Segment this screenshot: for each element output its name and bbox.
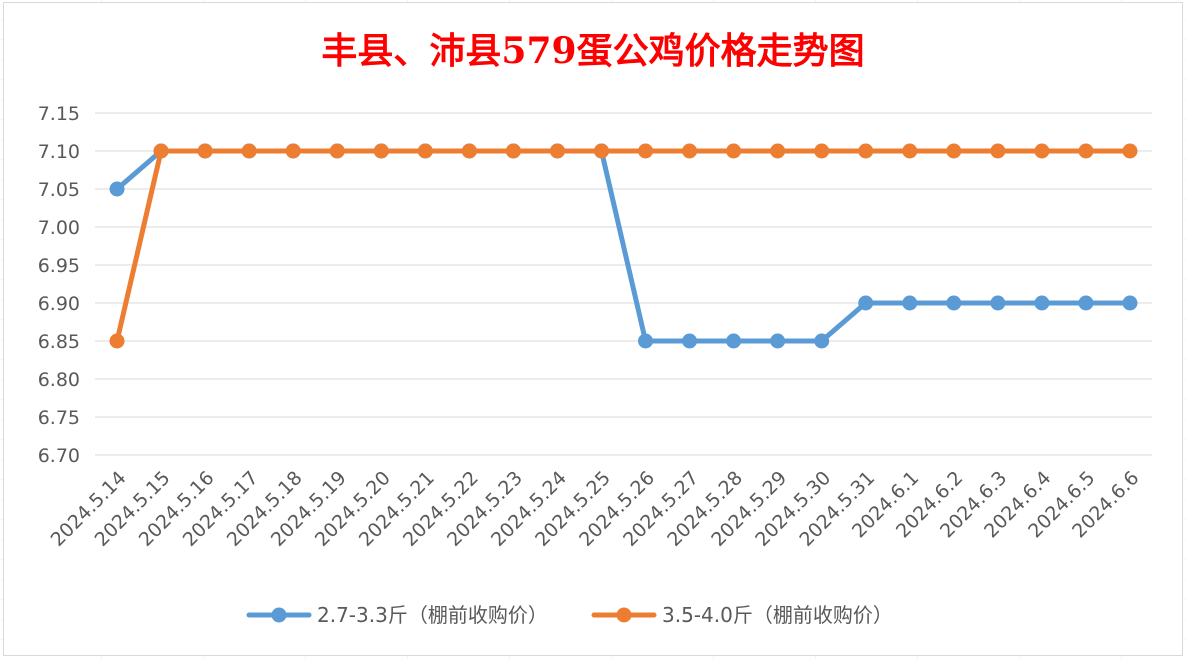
legend-entry-1[interactable]: 2.7-3.3斤（棚前收购价） <box>246 603 548 627</box>
y-tick-label: 7.10 <box>38 141 80 163</box>
data-point[interactable] <box>770 333 786 349</box>
data-point[interactable] <box>902 143 918 159</box>
data-point[interactable] <box>461 143 477 159</box>
data-point[interactable] <box>241 143 257 159</box>
series-1 <box>109 143 1138 349</box>
data-point[interactable] <box>1122 295 1138 311</box>
legend-marker <box>271 607 287 623</box>
data-point[interactable] <box>814 333 830 349</box>
data-point[interactable] <box>990 295 1006 311</box>
y-tick-label: 6.70 <box>38 445 80 467</box>
legend-entry-2[interactable]: 3.5-4.0斤（棚前收购价） <box>591 603 893 627</box>
data-point[interactable] <box>109 333 125 349</box>
data-point[interactable] <box>285 143 301 159</box>
x-axis-ticks: 2024.5.142024.5.152024.5.162024.5.172024… <box>47 467 1144 551</box>
data-point[interactable] <box>858 143 874 159</box>
data-point[interactable] <box>109 181 125 197</box>
series-line <box>114 148 1133 344</box>
data-point[interactable] <box>814 143 830 159</box>
y-axis-ticks: 6.70 6.75 6.80 6.85 6.90 6.95 7.00 7.05 7.10 7.15 <box>38 103 80 467</box>
data-point[interactable] <box>549 143 565 159</box>
data-point[interactable] <box>197 143 213 159</box>
line-chart: 丰县、沛县579蛋公鸡价格走势图 6.70 6.75 6.80 6.85 6.90 6.9… <box>38 30 1152 627</box>
y-tick-label: 7.15 <box>38 103 80 125</box>
data-point[interactable] <box>1122 143 1138 159</box>
legend[interactable]: 2.7-3.3斤（棚前收购价） 3.5-4.0斤（棚前收购价） <box>246 603 893 627</box>
y-tick-label: 6.90 <box>38 293 80 315</box>
series-layer <box>109 143 1138 349</box>
data-point[interactable] <box>770 143 786 159</box>
data-point[interactable] <box>726 143 742 159</box>
y-tick-label: 7.05 <box>38 179 80 201</box>
legend-marker <box>616 607 632 623</box>
series-2 <box>109 143 1138 349</box>
data-point[interactable] <box>1034 295 1050 311</box>
y-tick-label: 6.85 <box>38 331 80 353</box>
y-tick-label: 6.80 <box>38 369 80 391</box>
data-point[interactable] <box>153 143 169 159</box>
gridlines <box>95 112 1152 456</box>
data-point[interactable] <box>682 333 698 349</box>
data-point[interactable] <box>682 143 698 159</box>
legend-label: 3.5-4.0斤（棚前收购价） <box>662 603 893 627</box>
data-point[interactable] <box>638 143 654 159</box>
data-point[interactable] <box>946 143 962 159</box>
data-point[interactable] <box>946 295 962 311</box>
data-point[interactable] <box>902 295 918 311</box>
y-tick-label: 7.00 <box>38 217 80 239</box>
legend-label: 2.7-3.3斤（棚前收购价） <box>317 603 548 627</box>
data-point[interactable] <box>329 143 345 159</box>
data-point[interactable] <box>505 143 521 159</box>
data-point[interactable] <box>373 143 389 159</box>
data-point[interactable] <box>726 333 742 349</box>
y-tick-label: 6.95 <box>38 255 80 277</box>
data-point[interactable] <box>638 333 654 349</box>
data-point[interactable] <box>1034 143 1050 159</box>
chart-title: 丰县、沛县579蛋公鸡价格走势图 <box>321 30 864 72</box>
data-point[interactable] <box>858 295 874 311</box>
data-point[interactable] <box>417 143 433 159</box>
data-point[interactable] <box>990 143 1006 159</box>
data-point[interactable] <box>1078 143 1094 159</box>
data-point[interactable] <box>593 143 609 159</box>
data-point[interactable] <box>1078 295 1094 311</box>
chart-area[interactable]: 丰县、沛县579蛋公鸡价格走势图 6.70 6.75 6.80 6.85 6.90 6.9… <box>3 2 1183 656</box>
y-tick-label: 6.75 <box>38 407 80 429</box>
